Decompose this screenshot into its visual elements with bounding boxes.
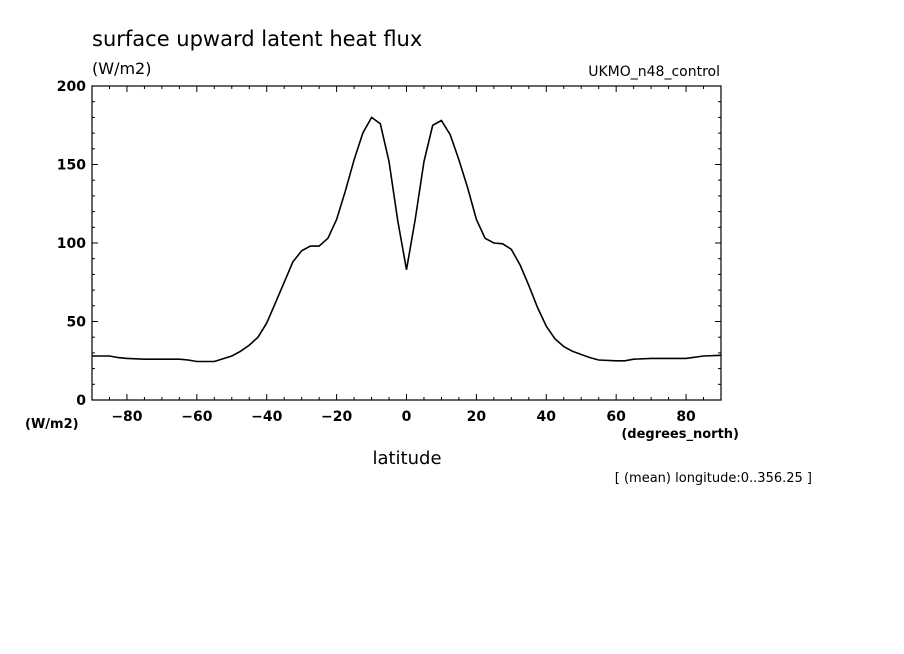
- x-tick-label: −60: [181, 409, 212, 425]
- x-tick-label: −80: [111, 409, 142, 425]
- plot-frame: [91, 85, 722, 401]
- footnote: [ (mean) longitude:0..356.25 ]: [615, 471, 812, 486]
- chart-title: surface upward latent heat flux: [92, 27, 422, 51]
- y-tick-label: 50: [67, 315, 87, 331]
- y-axis-ticks: 0 50 100 150 200: [57, 79, 721, 409]
- run-label: UKMO_n48_control: [588, 64, 720, 80]
- x-axis-ticks: −80 −60 −40 −20 0 20 40 60 80: [91, 86, 722, 425]
- x-tick-label: −20: [321, 409, 352, 425]
- x-tick-label: 0: [402, 409, 412, 425]
- y-tick-label: 0: [76, 393, 86, 409]
- y-units-label: (W/m2): [25, 417, 79, 432]
- y-tick-label: 100: [57, 236, 86, 252]
- x-axis-label: latitude: [372, 448, 441, 469]
- x-tick-label: 20: [467, 409, 487, 425]
- series-line-latent-heat-flux: [92, 116, 722, 363]
- x-tick-label: −40: [251, 409, 282, 425]
- x-units-label: (degrees_north): [621, 427, 739, 442]
- x-tick-label: 80: [676, 409, 696, 425]
- x-tick-label: 60: [606, 409, 626, 425]
- y-tick-label: 150: [57, 158, 86, 174]
- x-tick-label: 40: [537, 409, 557, 425]
- y-tick-label: 200: [57, 79, 86, 95]
- units-label: (W/m2): [92, 59, 151, 78]
